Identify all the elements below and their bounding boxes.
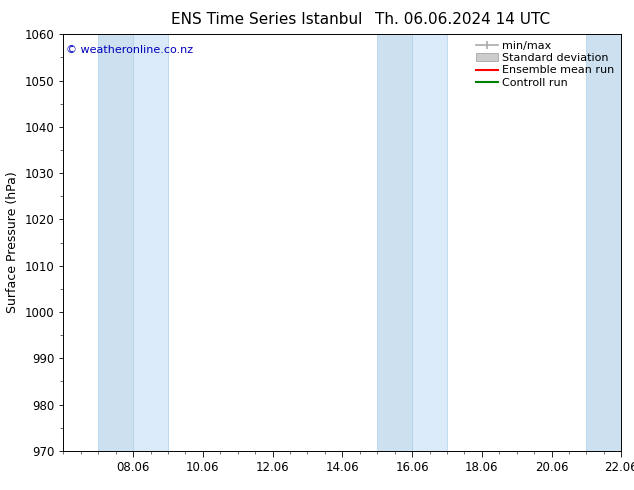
Text: Th. 06.06.2024 14 UTC: Th. 06.06.2024 14 UTC xyxy=(375,12,550,27)
Legend: min/max, Standard deviation, Ensemble mean run, Controll run: min/max, Standard deviation, Ensemble me… xyxy=(472,38,618,91)
Bar xyxy=(412,34,447,451)
Y-axis label: Surface Pressure (hPa): Surface Pressure (hPa) xyxy=(6,172,19,314)
Text: © weatheronline.co.nz: © weatheronline.co.nz xyxy=(66,45,193,55)
Bar xyxy=(377,34,412,451)
Bar xyxy=(98,34,133,451)
Bar xyxy=(586,34,621,451)
Text: ENS Time Series Istanbul: ENS Time Series Istanbul xyxy=(171,12,362,27)
Bar xyxy=(133,34,168,451)
